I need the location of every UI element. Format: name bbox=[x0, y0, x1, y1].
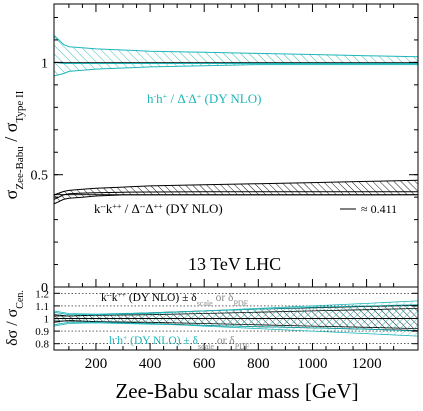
series-band-0 bbox=[54, 35, 418, 76]
lower-ticks: 0.80.911.11.2 bbox=[35, 288, 418, 351]
lower-bands bbox=[53, 300, 419, 337]
x-tick-label: 400 bbox=[139, 356, 162, 372]
upper-lines bbox=[53, 35, 419, 205]
lower-y-tick-label: 1.2 bbox=[35, 288, 49, 300]
y-tick-label: 1 bbox=[41, 56, 48, 71]
upper-y-axis-label: σZee-Babu / σType II bbox=[1, 90, 26, 199]
lower-label-hh: h-h+ (DY NLO) ± δscale or δPDF bbox=[109, 333, 250, 351]
upper-bands bbox=[54, 35, 418, 204]
series-central-line-1 bbox=[53, 191, 418, 200]
x-tick-label: 800 bbox=[247, 356, 270, 372]
x-tick-label: 200 bbox=[85, 356, 108, 372]
x-tick-label: 600 bbox=[193, 356, 216, 372]
x-tick-label: 1000 bbox=[297, 356, 327, 372]
y-tick-label: 0 bbox=[41, 281, 48, 296]
lower-y-tick-label: 0.9 bbox=[35, 326, 49, 338]
series-central-line-0 bbox=[53, 61, 418, 64]
lower-y-axis-label: δσ / σCen. bbox=[4, 290, 26, 346]
lower-label-kk: k--k++ (DY NLO) ± δscale or δPDF bbox=[101, 290, 249, 308]
lower-panel: 0.80.911.11.2 k--k++ (DY NLO) ± δscale o… bbox=[4, 286, 419, 403]
lower-y-tick-label: 1.1 bbox=[35, 301, 49, 313]
x-tick-labels: 200 400 600 800 1000 1200 bbox=[85, 356, 382, 372]
y-tick-label: 0.5 bbox=[31, 169, 49, 184]
x-axis-label: Zee-Babu scalar mass [GeV] bbox=[115, 379, 358, 403]
reference-line-label: ≈ 0.411 bbox=[361, 202, 397, 216]
lower-frame bbox=[53, 286, 419, 351]
x-tick-label: 1200 bbox=[352, 356, 382, 372]
upper-frame bbox=[53, 3, 419, 288]
uncertainty-lower-3 bbox=[53, 321, 419, 337]
collider-annotation: 13 TeV LHC bbox=[188, 254, 281, 274]
series-upper-edge-0 bbox=[53, 35, 419, 58]
lower-y-tick-label: 0.8 bbox=[35, 339, 49, 351]
series-label-hh: h-h+ / Δ-Δ+ (DY NLO) bbox=[147, 91, 261, 106]
upper-panel: 00.51 h-h+ / Δ-Δ+ (DY NLO) k--k++ / Δ--Δ… bbox=[1, 3, 419, 296]
lower-y-tick-label: 1 bbox=[44, 314, 50, 326]
upper-y-ticks: 00.51 bbox=[31, 4, 418, 296]
series-label-kk: k--k++ / Δ--Δ++ (DY NLO) bbox=[94, 201, 223, 216]
series-upper-edge-1 bbox=[53, 179, 419, 196]
uncertainty-upper-3 bbox=[53, 300, 419, 316]
series-lower-edge-0 bbox=[53, 64, 418, 77]
